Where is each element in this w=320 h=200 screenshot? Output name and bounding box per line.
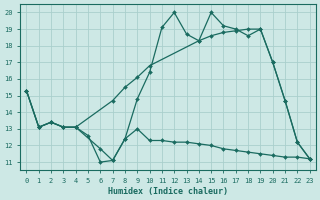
X-axis label: Humidex (Indice chaleur): Humidex (Indice chaleur) bbox=[108, 187, 228, 196]
